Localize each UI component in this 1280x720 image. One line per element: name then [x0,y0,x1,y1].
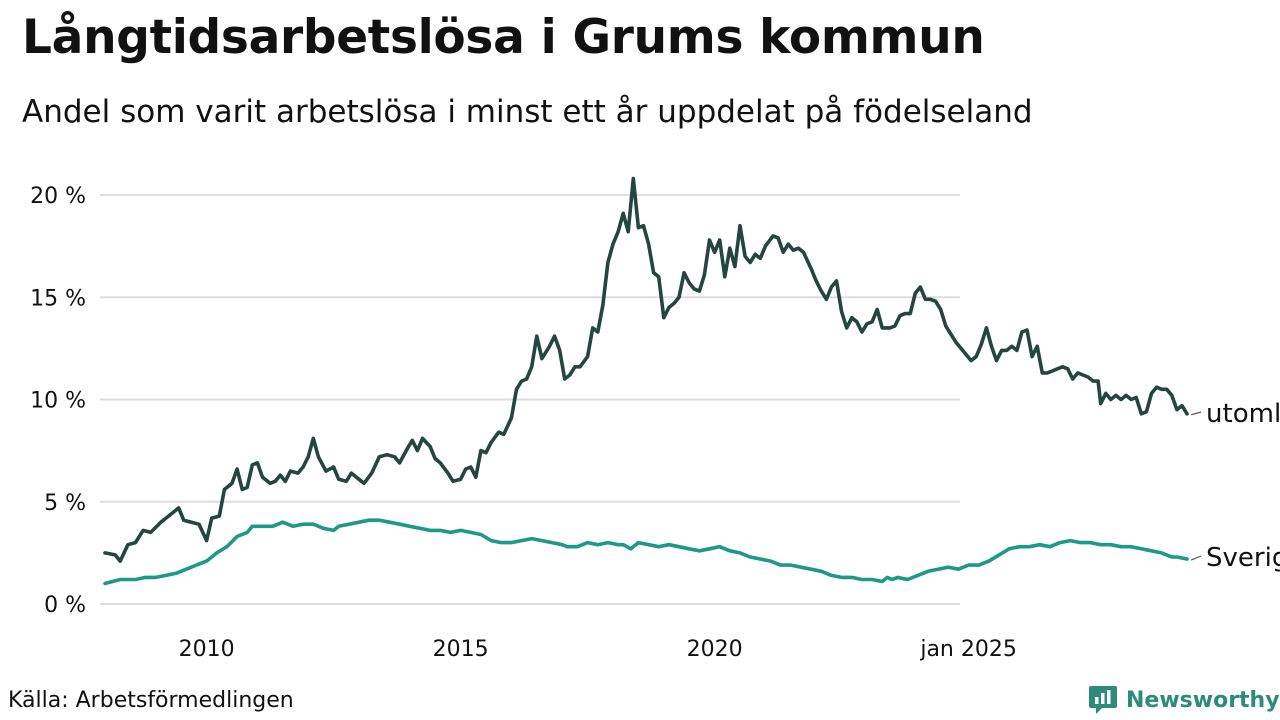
x-tick-label: 2020 [687,637,743,662]
series-end-label: utomlands: 9,3 % [1206,399,1280,429]
x-tick-label: 2015 [433,637,489,662]
y-tick-label: 10 % [30,389,86,414]
series-line-sverige [103,518,1189,586]
y-tick-label: 20 % [30,184,86,209]
x-axis: 2010 2015 2020 jan 2025 [179,637,1017,662]
x-tick-label: 2010 [179,637,235,662]
source-note: Källa: Arbetsförmedlingen [8,688,294,713]
series [103,176,1189,586]
gridlines [100,194,960,605]
x-tick-label: jan 2025 [919,637,1017,662]
y-tick-label: 15 % [30,286,86,311]
end-label-connector [1190,411,1202,416]
y-tick-label: 0 % [44,593,86,618]
end-label-connector [1190,555,1202,561]
y-axis: 0 % 5 % 10 % 15 % 20 % [30,184,86,618]
end-labels: utomlands: 9,3 % Sverige: 2,2 % [1190,399,1280,573]
page-subtitle: Andel som varit arbetslösa i minst ett å… [22,94,1033,130]
series-end-label: Sverige: 2,2 % [1206,543,1280,573]
series-line-utomlands [103,176,1189,563]
y-tick-label: 5 % [44,491,86,516]
bar-chart-logo-icon [1089,686,1117,714]
brand-name: Newsworthy [1126,687,1280,713]
page-title: Långtidsarbetslösa i Grums kommun [22,10,985,65]
brand-logo: Newsworthy [1088,684,1280,716]
